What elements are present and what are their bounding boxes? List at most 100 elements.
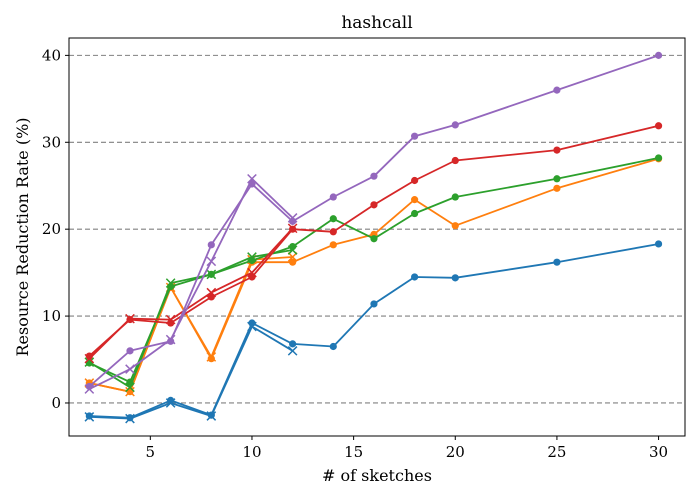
y-axis-ticks: 0 10 20 30 40 <box>42 46 69 412</box>
data-point <box>553 175 561 183</box>
data-point <box>411 176 419 185</box>
data-point <box>207 241 215 249</box>
data-point <box>654 240 663 248</box>
series-line-2 <box>89 157 659 393</box>
series-4 <box>85 154 663 386</box>
data-point <box>370 235 378 243</box>
series-line-0 <box>89 243 659 419</box>
series-5 <box>84 245 298 393</box>
data-point <box>553 86 561 94</box>
series-8 <box>85 51 663 391</box>
data-point-x <box>165 398 176 408</box>
series-layer <box>84 51 663 424</box>
data-point <box>329 228 337 236</box>
data-point <box>126 347 134 355</box>
x-tick-label: 25 <box>547 443 566 461</box>
data-point-x <box>206 411 217 421</box>
data-point-x <box>206 256 217 267</box>
data-point-x <box>165 278 176 288</box>
data-point <box>411 196 419 204</box>
data-point <box>411 132 419 140</box>
data-point <box>411 209 419 218</box>
data-point-x <box>125 413 135 424</box>
series-line-8 <box>88 54 659 388</box>
data-point <box>451 193 459 201</box>
data-point <box>329 215 337 223</box>
data-point <box>289 340 297 348</box>
x-axis-ticks: 5 10 15 20 25 30 <box>146 436 668 461</box>
y-tick-label: 40 <box>42 46 61 64</box>
data-point <box>553 258 561 266</box>
data-point-x <box>165 334 176 345</box>
series-9 <box>84 173 298 394</box>
x-tick-label: 15 <box>344 443 363 461</box>
data-point <box>553 146 561 154</box>
data-point <box>370 300 378 308</box>
chart-title: hashcall <box>341 13 412 33</box>
series-0 <box>85 240 663 422</box>
series-7 <box>84 223 298 364</box>
data-point-x <box>247 267 257 278</box>
data-point-x <box>84 357 95 367</box>
data-point-x <box>287 346 298 356</box>
data-point <box>451 121 459 129</box>
data-point-x <box>165 314 176 325</box>
data-point <box>654 122 663 130</box>
data-point-x <box>125 382 135 393</box>
data-point-x <box>247 321 257 332</box>
data-point <box>370 201 378 209</box>
data-point <box>553 184 561 192</box>
data-point-x <box>125 364 135 374</box>
data-point-x <box>206 287 217 298</box>
data-point-x <box>287 223 298 234</box>
y-tick-label: 0 <box>51 394 61 412</box>
y-axis-label: Resource Reduction Rate (%) <box>13 117 32 356</box>
data-point-x <box>206 352 217 362</box>
data-point <box>451 222 459 230</box>
plot-frame <box>68 37 686 437</box>
data-point <box>329 193 337 201</box>
series-line-4 <box>88 157 659 384</box>
data-point <box>411 273 419 281</box>
series-line-6 <box>88 124 659 357</box>
x-axis-label: # of sketches <box>322 466 432 485</box>
series-line-5 <box>88 249 293 389</box>
data-point <box>654 154 663 162</box>
y-tick-label: 30 <box>42 133 61 151</box>
data-point-x <box>84 412 95 422</box>
series-line-1 <box>89 325 294 420</box>
y-tick-label: 10 <box>42 307 61 325</box>
data-point <box>370 172 378 180</box>
data-point <box>451 156 459 165</box>
data-point-x <box>247 252 257 262</box>
data-point <box>329 241 337 249</box>
series-2 <box>85 155 663 396</box>
data-point-x <box>287 213 298 223</box>
data-point <box>451 274 459 282</box>
data-point <box>654 51 663 59</box>
series-line-7 <box>88 227 294 360</box>
y-tick-label: 20 <box>42 220 61 238</box>
data-point <box>289 258 297 266</box>
series-line-3 <box>89 256 293 393</box>
data-point-x <box>84 384 95 394</box>
grid-lines <box>69 54 685 404</box>
x-tick-label: 30 <box>649 443 668 461</box>
series-1 <box>84 321 298 424</box>
data-point-x <box>206 269 217 280</box>
data-point-x <box>287 245 298 255</box>
data-point-x <box>125 313 135 324</box>
data-point-x <box>125 386 135 397</box>
x-tick-label: 5 <box>146 443 156 461</box>
x-tick-label: 10 <box>242 443 261 461</box>
data-point <box>167 337 175 345</box>
data-point <box>329 342 337 351</box>
data-point-x <box>287 252 298 262</box>
data-point-x <box>84 353 95 364</box>
data-point <box>207 355 215 363</box>
series-line-9 <box>88 177 294 390</box>
x-tick-label: 20 <box>446 443 465 461</box>
data-point-x <box>247 173 257 184</box>
